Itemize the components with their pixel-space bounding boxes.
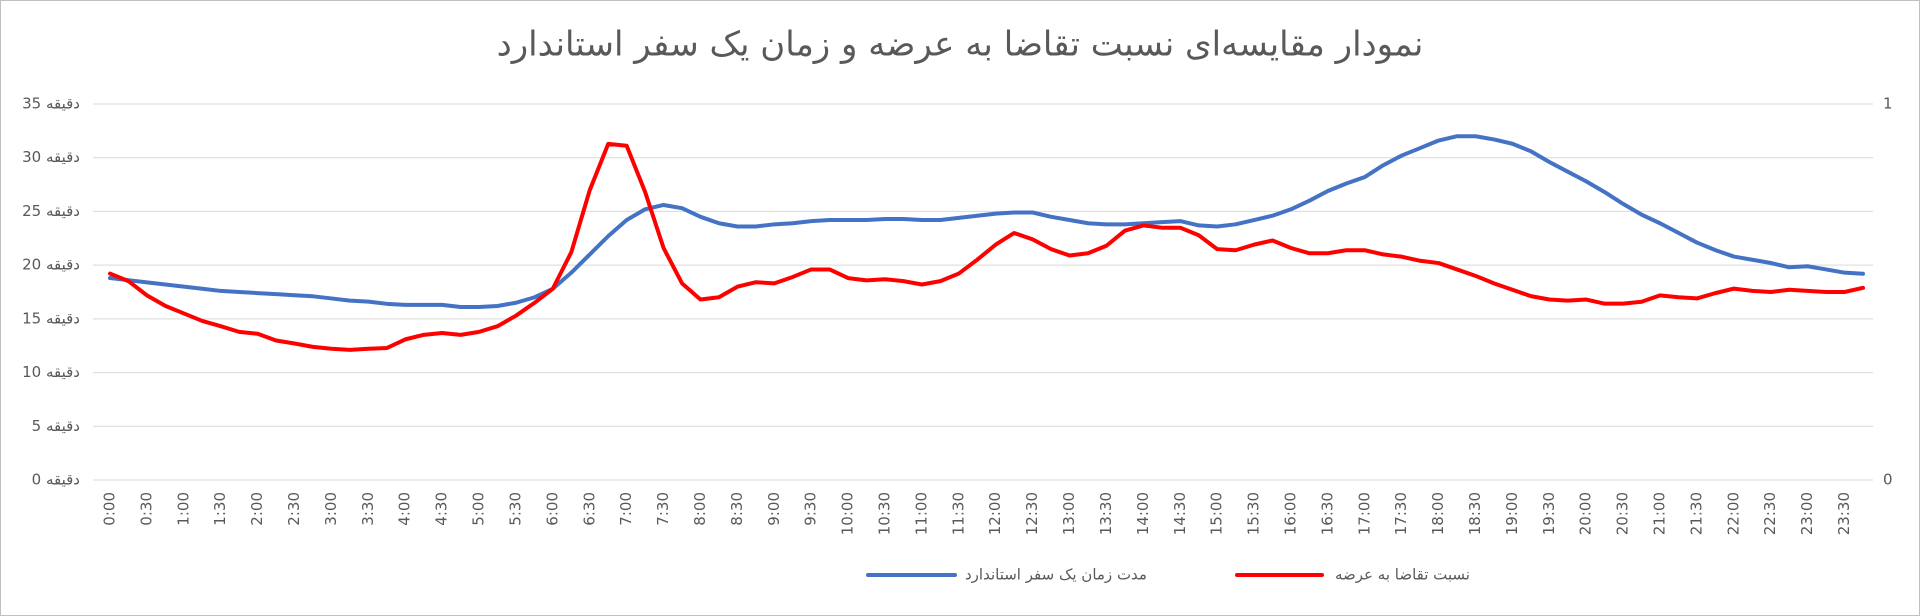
x-tick-label: 15:30 [1245,492,1263,535]
x-tick-label: 9:30 [802,492,820,526]
x-tick-label: 5:00 [470,492,488,526]
x-tick-label: 12:00 [986,492,1004,535]
x-tick-label: 23:30 [1835,492,1853,535]
chart-title: نمودار مقایسه‌ای نسبت تقاضا به عرضه و زم… [497,25,1424,65]
y2-tick-label: 0 [1883,471,1893,489]
y-tick-label: 15 دقیقه [22,309,80,327]
x-tick-label: 19:00 [1503,492,1521,535]
y-tick-label: 5 دقیقه [32,417,80,435]
x-tick-label: 0:30 [137,492,155,526]
x-tick-label: 11:00 [912,492,930,535]
x-tick-label: 16:00 [1281,492,1299,535]
series-line [108,134,1865,310]
x-tick-label: 5:30 [506,492,524,526]
x-tick-label: 20:30 [1614,492,1632,535]
x-tick-label: 13:30 [1097,492,1115,535]
y2-tick-label: 1 [1883,95,1893,113]
x-tick-label: 21:30 [1687,492,1705,535]
x-tick-label: 2:00 [248,492,266,526]
legend-label: نسبت تقاضا به عرضه [1335,566,1470,584]
y-tick-label: 0 دقیقه [32,471,80,489]
x-tick-label: 12:30 [1023,492,1041,535]
x-tick-label: 18:30 [1466,492,1484,535]
x-tick-label: 10:30 [876,492,894,535]
x-tick-label: 23:00 [1798,492,1816,535]
x-tick-label: 22:30 [1761,492,1779,535]
x-tick-label: 17:00 [1355,492,1373,535]
x-tick-label: 0:00 [101,492,119,526]
x-tick-label: 14:00 [1134,492,1152,535]
x-tick-label: 4:00 [396,492,414,526]
x-tick-label: 3:00 [322,492,340,526]
x-tick-label: 1:30 [211,492,229,526]
y-tick-label: 35 دقیقه [22,95,80,113]
x-tick-label: 19:30 [1540,492,1558,535]
x-tick-label: 7:30 [654,492,672,526]
x-tick-label: 6:30 [580,492,598,526]
x-tick-label: 16:30 [1318,492,1336,535]
y-tick-label: 25 دقیقه [22,202,80,220]
x-tick-label: 20:00 [1577,492,1595,535]
x-tick-label: 8:30 [728,492,746,526]
x-tick-label: 13:00 [1060,492,1078,535]
series-line [108,141,1865,352]
x-tick-label: 6:00 [543,492,561,526]
x-tick-label: 3:30 [359,492,377,526]
x-tick-label: 22:00 [1724,492,1742,535]
x-tick-label: 18:00 [1429,492,1447,535]
y-tick-label: 30 دقیقه [22,148,80,166]
y-tick-label: 10 دقیقه [22,363,80,381]
x-tick-label: 1:00 [174,492,192,526]
x-tick-label: 10:00 [839,492,857,535]
x-tick-label: 4:30 [433,492,451,526]
x-tick-label: 17:30 [1392,492,1410,535]
x-tick-label: 8:00 [691,492,709,526]
x-tick-label: 7:00 [617,492,635,526]
y-tick-label: 20 دقیقه [22,256,80,274]
x-tick-label: 15:00 [1208,492,1226,535]
x-tick-label: 21:00 [1651,492,1669,535]
x-tick-label: 11:30 [949,492,967,535]
x-tick-label: 2:30 [285,492,303,526]
legend-label: مدت زمان یک سفر استاندارد [965,566,1147,584]
x-tick-label: 9:00 [765,492,783,526]
x-tick-label: 14:30 [1171,492,1189,535]
